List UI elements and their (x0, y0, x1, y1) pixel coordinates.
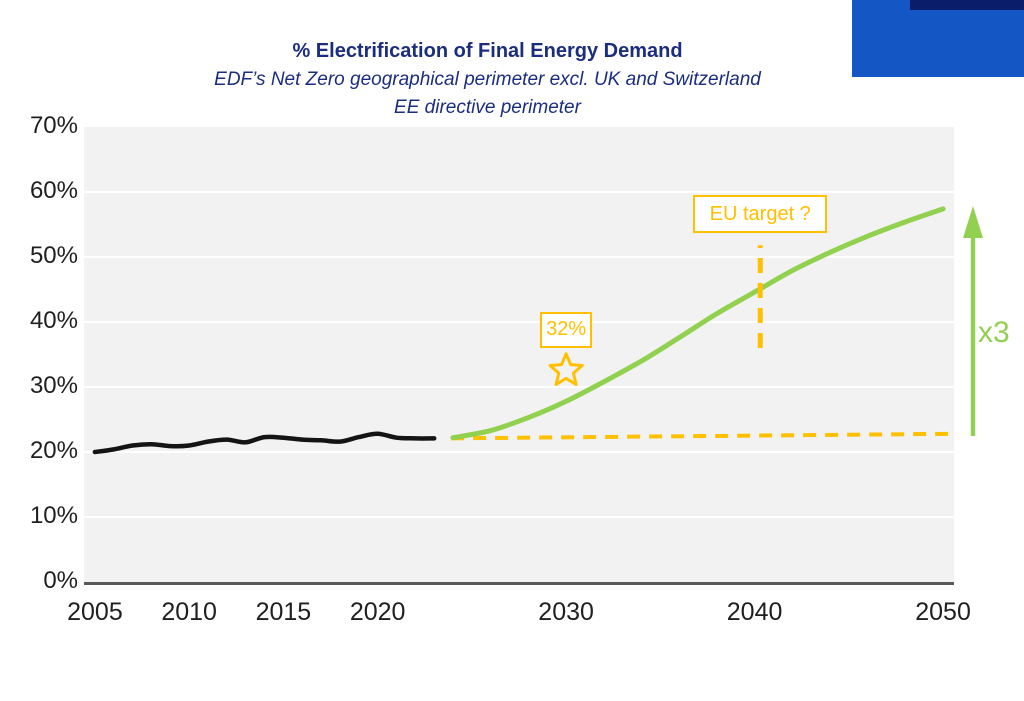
x-tick-label: 2050 (915, 598, 971, 626)
y-tick-label: 50% (29, 242, 78, 269)
x-tick-label: 2030 (538, 598, 594, 626)
brand-corner-rectangle (852, 0, 1024, 77)
brand-corner-strip (910, 0, 1024, 10)
y-tick-label: 60% (29, 177, 78, 204)
x3-growth-arrow (963, 206, 983, 436)
chart-title: % Electrification of Final Energy Demand (292, 40, 683, 62)
y-tick-label: 30% (29, 372, 78, 399)
x-tick-label: 2010 (161, 598, 217, 626)
x3-label: x3 (978, 316, 1010, 349)
y-tick-label: 20% (29, 437, 78, 464)
arrow-head-icon (963, 206, 983, 238)
chart-subtitle-line2: EE directive perimeter (394, 97, 581, 118)
gridlines (84, 191, 954, 518)
chart-header: % Electrification of Final Energy Demand… (0, 36, 975, 122)
x-tick-label: 2015 (255, 598, 312, 626)
x-tick-label: 2040 (726, 598, 783, 626)
eu-target-label: EU target ? (709, 202, 811, 225)
y-tick-label: 70% (29, 112, 78, 139)
chart-subtitle: EDF’s Net Zero geographical perimeter ex… (214, 69, 761, 90)
y-tick-label: 0% (43, 567, 78, 594)
y-tick-label: 40% (29, 307, 78, 334)
plot-area: 32% EU target ? (84, 127, 954, 585)
historical-series-line (92, 431, 437, 455)
kpi-star-marker (548, 352, 584, 386)
kpi-32-label: 32% (546, 318, 587, 341)
y-tick-label: 10% (29, 502, 78, 529)
x-tick-label: 2020 (349, 598, 406, 626)
x-tick-label: 2005 (67, 598, 123, 626)
eu-target-label-box: EU target ? (693, 195, 828, 234)
last-10-years-trend-line (451, 431, 953, 441)
chart-canvas (84, 191, 954, 518)
kpi-32-label-box: 32% (540, 311, 593, 348)
legend: EDF Net Zero Last 10 years trend KPI cle… (0, 636, 1024, 692)
edf-net-zero-series-line (450, 206, 946, 441)
